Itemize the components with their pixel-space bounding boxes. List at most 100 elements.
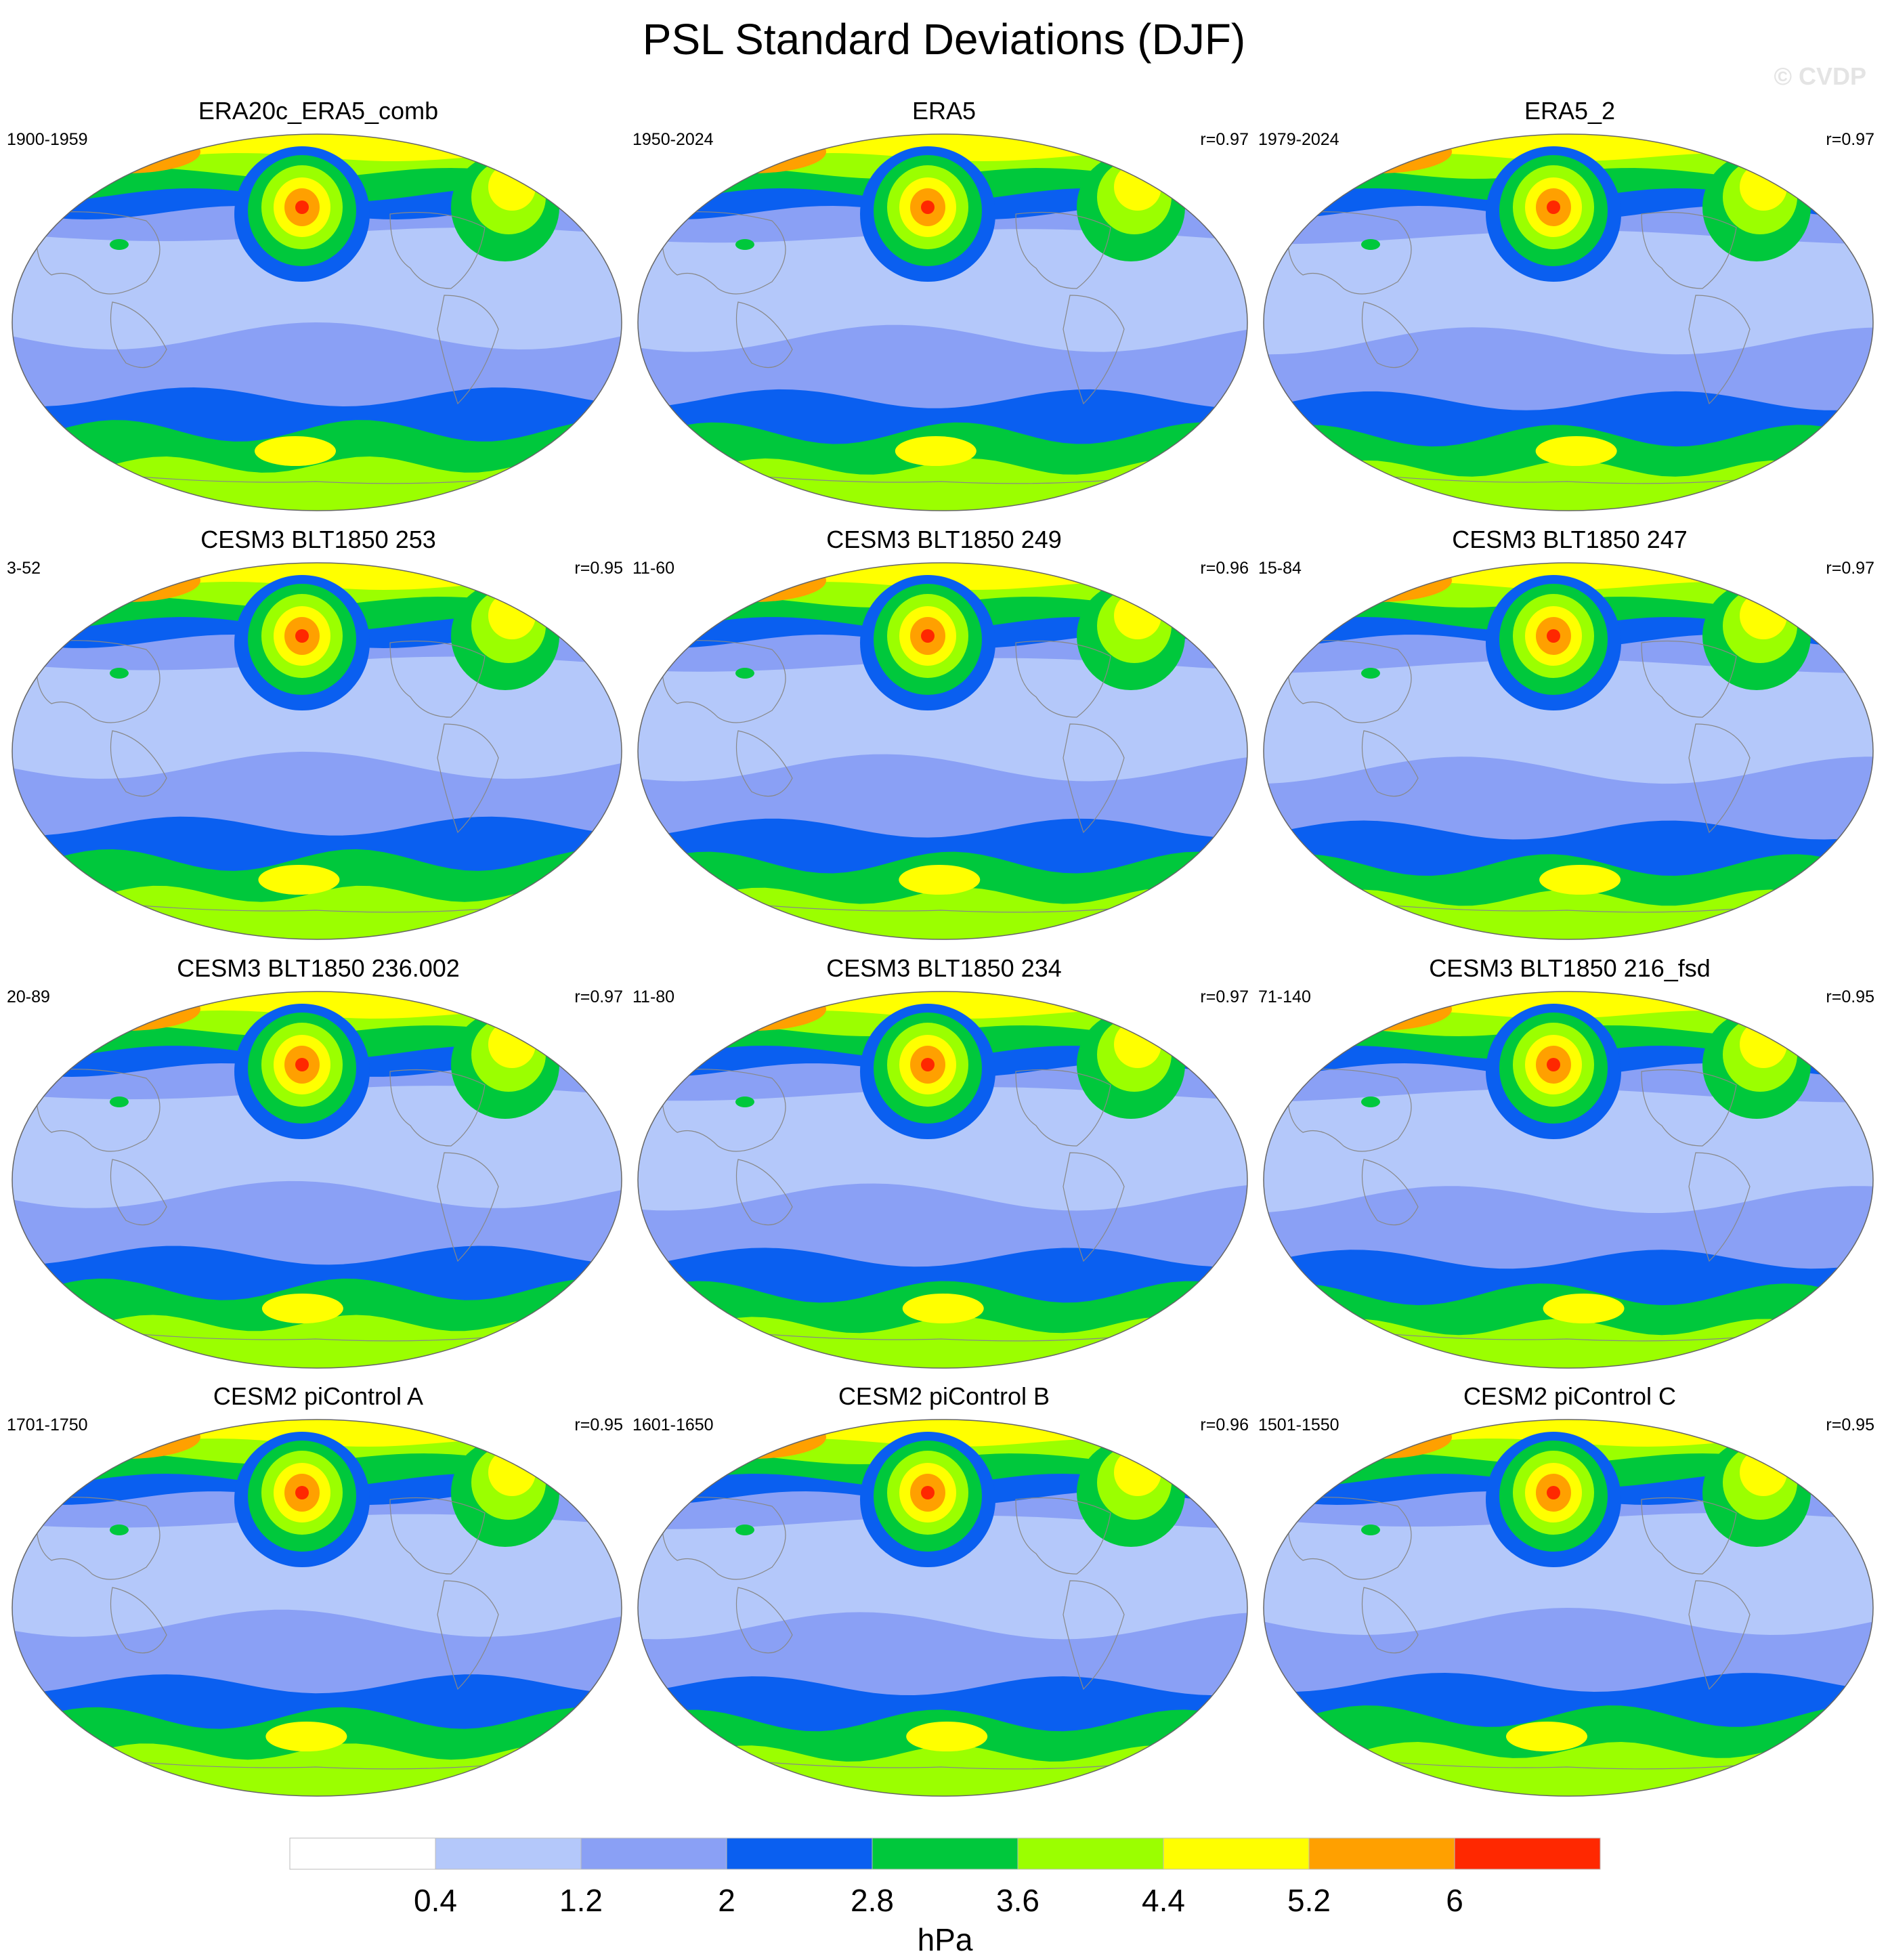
psl-std-map (12, 562, 622, 940)
tibet-feature (1361, 239, 1380, 250)
pattern-correlation: r=0.97 (1200, 987, 1249, 1006)
map-panel: CESM3 BLT1850 216_fsd 71-140 r=0.95 (1257, 954, 1883, 1387)
panel-title: CESM3 BLT1850 253 (200, 526, 436, 553)
southern-max (902, 1294, 984, 1323)
pattern-correlation: r=0.95 (1826, 987, 1874, 1006)
southern-max (895, 436, 977, 466)
psl-std-map (1263, 562, 1874, 940)
aleutian-max (921, 200, 935, 214)
colorbar-unit: hPa (918, 1922, 973, 1957)
map-border (12, 1419, 622, 1797)
southern-band-4 (1264, 1319, 1873, 1368)
aleutian-max (295, 200, 309, 214)
map-panel: CESM3 BLT1850 234 11-80 r=0.97 (631, 954, 1257, 1387)
tibet-feature (735, 668, 754, 679)
map-border (637, 1419, 1248, 1797)
tibet-feature (110, 1525, 129, 1535)
panel-years: 1900-1959 (7, 130, 88, 149)
colorbar-tick-label: 6 (1446, 1883, 1463, 1918)
map-border (637, 562, 1248, 940)
tibet-feature (110, 239, 129, 250)
colorbar-swatch (1308, 1837, 1455, 1870)
panel-years: 11-80 (632, 987, 675, 1006)
colorbar-tick-label: 4.4 (1142, 1883, 1185, 1918)
panel-years: 1950-2024 (632, 130, 714, 149)
southern-max (1535, 436, 1617, 466)
southern-max (255, 436, 336, 466)
aleutian-max (295, 1486, 309, 1499)
aleutian-max (921, 629, 935, 643)
southern-max (1543, 1294, 1625, 1323)
colorbar-swatch (580, 1837, 727, 1870)
map-panel: ERA5 1950-2024 r=0.97 (631, 96, 1257, 530)
pattern-correlation: r=0.95 (574, 559, 623, 578)
psl-std-map (1263, 133, 1874, 511)
panel-years: 20-89 (7, 987, 50, 1006)
tibet-feature (1361, 1525, 1380, 1535)
pattern-correlation: r=0.97 (574, 987, 623, 1006)
tibet-feature (110, 668, 129, 679)
panel-title: CESM2 piControl B (838, 1382, 1050, 1410)
coastlines (661, 1069, 1193, 1342)
southern-band-4 (638, 1317, 1247, 1368)
southern-band-4 (12, 456, 622, 511)
panel-years: 71-140 (1258, 987, 1311, 1006)
panel-years: 11-60 (632, 559, 675, 578)
coastlines (35, 211, 567, 484)
southern-band-4 (638, 1745, 1247, 1796)
southern-max (1539, 865, 1621, 895)
panel-title: CESM3 BLT1850 249 (826, 526, 1062, 553)
tibet-feature (1361, 1096, 1380, 1107)
southern-max (265, 1722, 347, 1751)
aleutian-max (921, 1058, 935, 1071)
panel-title: CESM2 piControl A (213, 1382, 424, 1410)
aleutian-max (295, 629, 309, 643)
map-panel: CESM2 piControl A 1701-1750 r=0.95 (5, 1382, 631, 1815)
map-border (1263, 562, 1874, 940)
aleutian-max (1547, 1058, 1560, 1071)
panel-title: CESM2 piControl C (1463, 1382, 1677, 1410)
pattern-correlation: r=0.95 (1826, 1415, 1874, 1434)
figure-title: PSL Standard Deviations (DJF) (642, 15, 1246, 64)
southern-band-4 (638, 887, 1247, 939)
aleutian-max (1547, 629, 1560, 643)
panel-years: 1979-2024 (1258, 130, 1339, 149)
aleutian-max (1547, 1486, 1560, 1499)
psl-std-map (637, 991, 1248, 1369)
tibet-feature (735, 1096, 754, 1107)
map-border (1263, 133, 1874, 511)
map-panel: ERA5_2 1979-2024 r=0.97 (1257, 96, 1883, 530)
map-panel: CESM2 piControl B 1601-1650 r=0.96 (631, 1382, 1257, 1815)
aleutian-max (1547, 200, 1560, 214)
panel-title: CESM3 BLT1850 234 (826, 954, 1062, 982)
psl-std-map (637, 562, 1248, 940)
psl-std-map (637, 1419, 1248, 1797)
map-border (12, 991, 622, 1369)
southern-max (906, 1722, 988, 1751)
colorbar-tick-label: 5.2 (1287, 1883, 1331, 1918)
panel-title: ERA5 (911, 97, 977, 125)
map-border (1263, 991, 1874, 1369)
cvdp-watermark: © CVDP (1774, 62, 1866, 90)
colorbar-swatch (726, 1837, 873, 1870)
southern-max (261, 1294, 343, 1323)
panel-title: ERA5_2 (1524, 97, 1616, 125)
southern-band-4 (638, 458, 1247, 511)
southern-band-4 (12, 1315, 622, 1368)
psl-std-map (637, 133, 1248, 511)
map-panel: CESM3 BLT1850 249 11-60 r=0.96 (631, 525, 1257, 958)
southern-max (1506, 1722, 1587, 1751)
colorbar-swatch (435, 1837, 582, 1870)
pattern-correlation: r=0.95 (574, 1415, 623, 1434)
map-border (1263, 1419, 1874, 1797)
colorbar-tick-label: 0.4 (414, 1883, 457, 1918)
panel-title: CESM3 BLT1850 247 (1452, 526, 1688, 553)
southern-band-4 (12, 885, 622, 939)
pattern-correlation: r=0.97 (1826, 559, 1874, 578)
pattern-correlation: r=0.96 (1200, 559, 1249, 578)
pattern-correlation: r=0.96 (1200, 1415, 1249, 1434)
map-panel: CESM3 BLT1850 253 3-52 r=0.95 (5, 525, 631, 958)
panel-years: 1601-1650 (632, 1415, 714, 1434)
map-border (637, 991, 1248, 1369)
colorbar-tick-label: 2.8 (851, 1883, 894, 1918)
